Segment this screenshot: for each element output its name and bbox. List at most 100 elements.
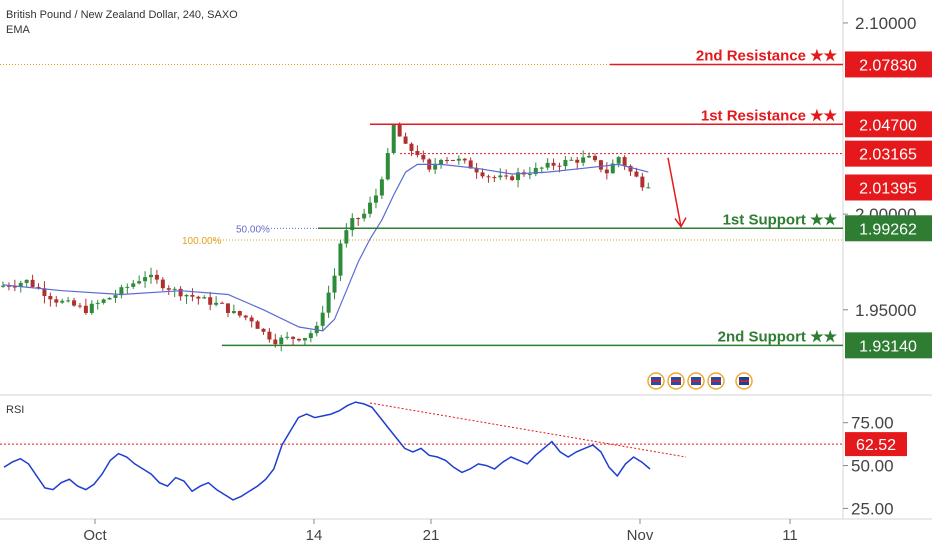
candle-body	[474, 168, 479, 173]
candle-body	[581, 157, 586, 163]
candle-body	[220, 302, 225, 304]
candle-body	[178, 288, 183, 297]
price-tag-label-0: 2.07830	[859, 57, 917, 74]
candle-body	[462, 158, 467, 161]
price-tag-label-3: 2.01395	[859, 180, 917, 197]
candle-body	[622, 157, 627, 166]
candle-body	[249, 317, 254, 322]
price-tick-label-2: 1.95000	[855, 301, 916, 320]
candle-body	[308, 333, 313, 339]
rsi-panel-label: RSI	[6, 404, 25, 416]
price-tag-3	[845, 174, 932, 201]
rsi-tick-label-2: 25.00	[851, 499, 894, 518]
candle-body	[113, 295, 118, 298]
candle-body	[569, 159, 574, 161]
candle-body	[137, 281, 142, 284]
candle-body	[154, 274, 159, 280]
candle-body	[6, 285, 11, 287]
candle-body	[551, 162, 556, 166]
candle-body	[273, 339, 278, 345]
ema-line	[2, 163, 649, 332]
candle-body	[356, 218, 361, 220]
level-label-1: 1st Resistance ★★	[701, 107, 838, 124]
price-tag-1	[845, 111, 932, 138]
candle-body	[149, 274, 153, 278]
candle-body	[89, 303, 94, 313]
candle-body	[243, 315, 248, 318]
candle-body	[557, 165, 562, 167]
candle-body	[527, 174, 532, 176]
candle-body	[409, 143, 414, 151]
fib-level-label: 100.00%	[182, 236, 222, 247]
candle-body	[421, 155, 426, 160]
projection-arrow-head	[674, 217, 687, 228]
candle-body	[297, 338, 301, 341]
candle-body	[95, 302, 100, 304]
candle-body	[131, 283, 136, 287]
candle-body	[48, 296, 53, 300]
candle-body	[107, 297, 112, 300]
candle-body	[326, 292, 331, 313]
candle-body	[616, 157, 621, 164]
candle-body	[54, 299, 59, 303]
candle-body	[563, 160, 568, 167]
candle-body	[231, 311, 236, 313]
price-tag-label-2: 2.03165	[859, 147, 917, 164]
candle-body	[332, 275, 337, 293]
candle-body	[285, 336, 290, 338]
candle-body	[42, 288, 47, 297]
candle-body	[587, 155, 592, 158]
candle-body	[237, 311, 242, 316]
candle-body	[439, 159, 444, 166]
candle-body	[640, 176, 645, 188]
rsi-trendline	[369, 402, 687, 458]
candle-body	[533, 167, 538, 175]
candle-body	[575, 159, 580, 163]
candle-body	[338, 243, 343, 276]
candle-body	[415, 150, 420, 156]
candle-body	[60, 300, 65, 303]
candle-body	[267, 331, 272, 340]
candle-body	[344, 230, 349, 244]
candle-body	[291, 336, 296, 339]
price-tag-0	[845, 51, 932, 78]
candle-body	[30, 279, 35, 287]
price-tag-label-4: 1.99262	[859, 221, 917, 238]
time-tick-label-4: 11	[782, 527, 798, 544]
candle-body	[545, 162, 550, 168]
chart-title: British Pound / New Zealand Dollar, 240,…	[6, 9, 238, 21]
candle-body	[72, 300, 77, 306]
candle-body	[468, 160, 473, 169]
rsi-tick-label-1: 50.00	[851, 457, 894, 476]
time-tick-label-3: Nov	[627, 527, 654, 544]
candle-body	[362, 213, 367, 219]
candle-body	[160, 279, 165, 289]
candle-body	[214, 302, 219, 305]
level-label-4: 1st Support ★★	[723, 211, 838, 228]
rsi-level-tag-label: 62.52	[856, 437, 896, 454]
candle-body	[634, 171, 639, 177]
time-tick-label-1: 14	[306, 527, 323, 544]
price-tag-label-5: 1.93140	[859, 338, 917, 355]
candle-body	[646, 187, 651, 189]
time-tick-label-2: 21	[423, 527, 440, 544]
candle-body	[125, 286, 130, 288]
level-label-0: 2nd Resistance ★★	[696, 47, 838, 64]
projection-arrow-shaft	[667, 157, 682, 227]
price-tag-label-1: 2.04700	[859, 117, 917, 134]
candle-body	[379, 179, 384, 196]
candles	[1, 122, 651, 352]
candle-body	[166, 288, 171, 290]
candle-body	[119, 287, 124, 296]
price-tag-4	[845, 215, 932, 242]
time-tick-label-0: Oct	[83, 527, 107, 544]
candle-body	[391, 124, 396, 154]
rsi-level-tag	[845, 432, 907, 457]
candle-body	[403, 136, 408, 144]
candle-body	[255, 321, 260, 329]
candle-body	[261, 328, 266, 332]
candle-body	[350, 218, 355, 231]
candle-body	[445, 159, 449, 161]
price-tag-5	[845, 332, 932, 359]
